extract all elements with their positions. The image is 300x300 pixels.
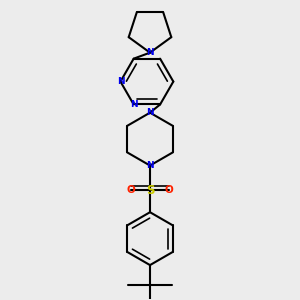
Text: N: N (117, 77, 124, 86)
Text: S: S (146, 184, 154, 197)
Text: O: O (126, 185, 135, 195)
Text: N: N (146, 48, 154, 57)
Text: O: O (165, 185, 174, 195)
Text: N: N (146, 108, 154, 117)
Text: N: N (146, 161, 154, 170)
Text: N: N (130, 100, 137, 109)
